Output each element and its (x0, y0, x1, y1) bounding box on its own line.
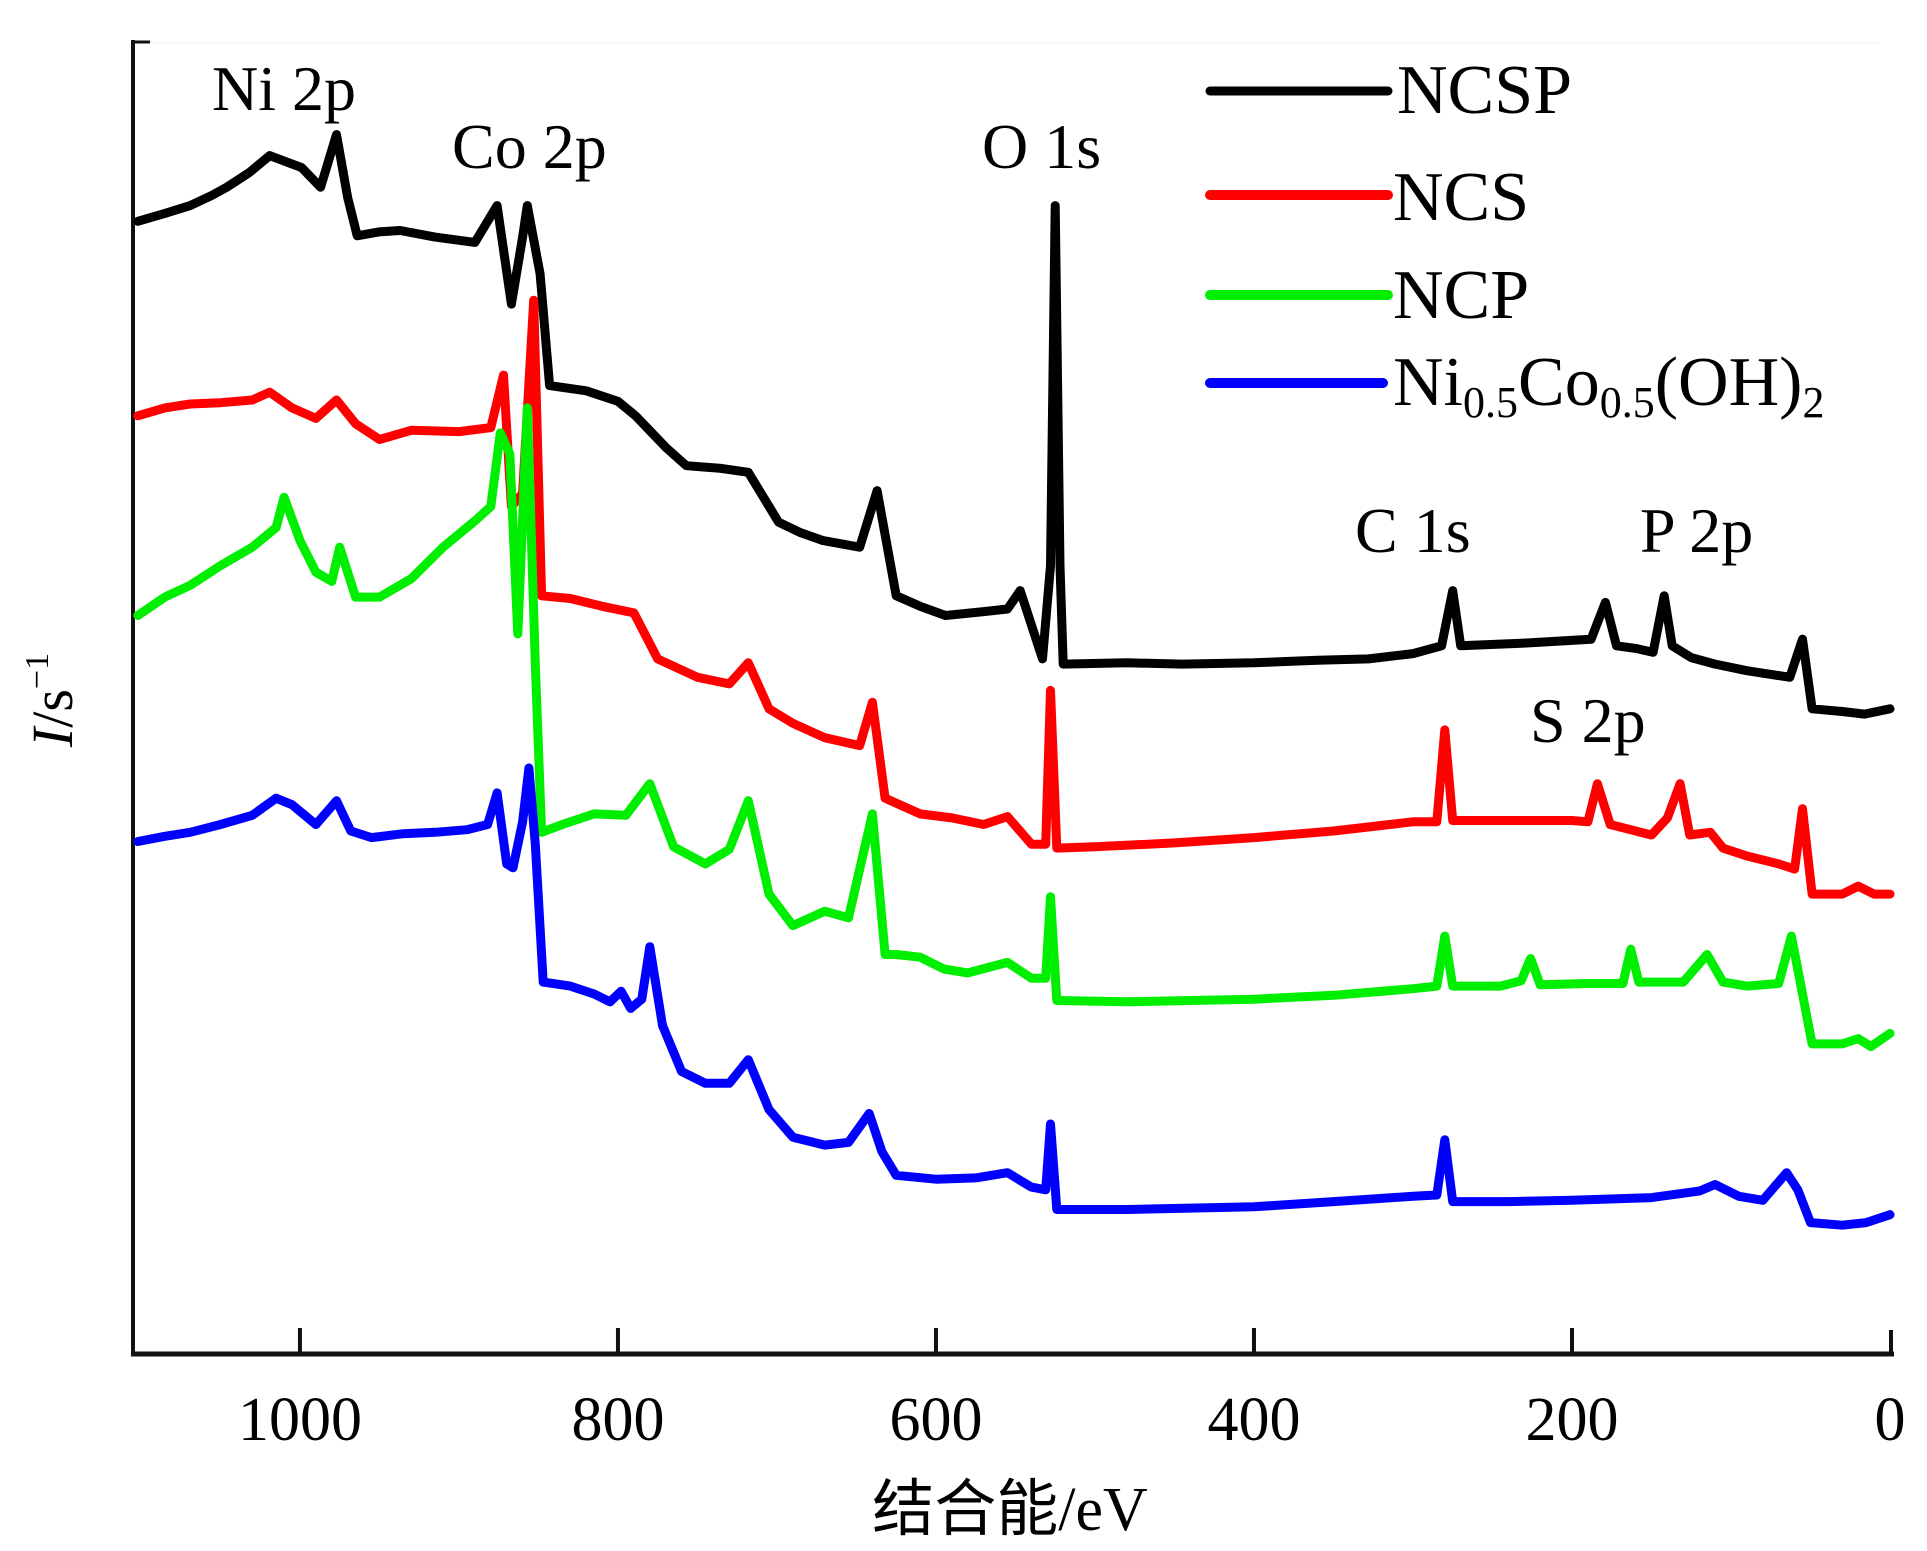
x-tick-label-1000: 1000 (238, 1386, 362, 1454)
annotation-ni-2p: Ni 2p (212, 53, 356, 124)
y-label-unit: /s (20, 689, 85, 728)
x-axis-label: 结合能/eV (872, 1476, 1148, 1544)
legend-part-co-sub: 0.5 (1600, 378, 1655, 427)
legend-label-ncs: NCS (1393, 159, 1529, 236)
x-tick-label-600: 600 (889, 1386, 982, 1454)
x-tick-label-200: 200 (1525, 1386, 1618, 1454)
y-axis-label: I/s−1 (19, 653, 85, 748)
legend-part-oh: (OH) (1655, 344, 1803, 421)
legend-entry-ncsp: NCSP (1205, 52, 1572, 129)
legend-entry-ncp: NCP (1205, 257, 1529, 334)
legend-label-ni-co-oh: Ni0.5Co0.5(OH)2 (1393, 344, 1824, 427)
series-line-ncs (133, 295, 1895, 899)
series-line-ncp (133, 403, 1895, 1051)
series-line-ni0-5co0-5-oh-2 (133, 763, 1895, 1230)
svg-text:I/s−1: I/s−1 (19, 653, 85, 748)
annotation-c-1s: C 1s (1355, 495, 1471, 566)
y-label-main: I (20, 725, 85, 748)
legend-entry-ncs: NCS (1205, 159, 1529, 236)
x-tick-label-800: 800 (571, 1386, 664, 1454)
x-tick-label-400: 400 (1207, 1386, 1300, 1454)
legend-part-ni-sub: 0.5 (1463, 378, 1518, 427)
legend-label-ncp: NCP (1393, 257, 1529, 334)
legend-part-co: Co (1518, 344, 1600, 421)
annotation-p-2p: P 2p (1640, 495, 1753, 566)
legend-part-oh-sub: 2 (1802, 378, 1824, 427)
series-layer (133, 130, 1895, 1230)
legend-label-ncsp: NCSP (1397, 52, 1572, 129)
annotation-s-2p: S 2p (1530, 685, 1646, 756)
x-ticks: 1000 800 600 400 200 0 (238, 1328, 1906, 1454)
annotation-o-1s: O 1s (982, 111, 1101, 182)
x-tick-label-0: 0 (1875, 1386, 1906, 1454)
series-line-ncsp (133, 130, 1895, 719)
annotation-co-2p: Co 2p (452, 111, 607, 182)
y-label-exponent: −1 (19, 653, 56, 689)
legend: NCSP NCS NCP Ni0.5Co0.5(OH)2 (1205, 52, 1824, 427)
legend-part-ni: Ni (1393, 344, 1463, 421)
legend-entry-ni-co-oh: Ni0.5Co0.5(OH)2 (1205, 344, 1824, 427)
